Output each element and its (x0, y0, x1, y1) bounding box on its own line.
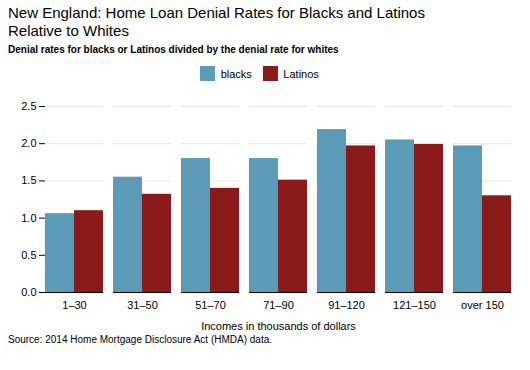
svg-text:1.5: 1.5 (21, 174, 36, 186)
svg-text:over 150: over 150 (461, 299, 504, 311)
html-text:Latinos: Latinos (283, 67, 319, 80)
html-text:Denial rates for blacks or Lat: Denial rates for blacks or Latinos divid… (8, 44, 339, 55)
html-text:New England: Home Loan Denial: New England: Home Loan Denial Rates for … (8, 4, 425, 21)
html-text:Relative to Whites: Relative to Whites (8, 22, 129, 39)
svg-text:91–120: 91–120 (328, 299, 365, 311)
svg-text:Incomes in thousands of dollar: Incomes in thousands of dollars (201, 319, 356, 331)
svg-text:0.0: 0.0 (21, 286, 36, 298)
svg-text:121–150: 121–150 (393, 299, 436, 311)
svg-text:51–70: 51–70 (195, 299, 226, 311)
svg-text:1–30: 1–30 (62, 299, 86, 311)
svg-text:31–50: 31–50 (127, 299, 158, 311)
html-text:blacks: blacks (220, 67, 252, 80)
html-text:Source: 2014 Home Mortgage Dis: Source: 2014 Home Mortgage Disclosure Ac… (8, 333, 272, 345)
svg-text:2.5: 2.5 (21, 100, 36, 112)
svg-text:2.0: 2.0 (21, 137, 36, 149)
svg-text:1.0: 1.0 (21, 211, 36, 223)
svg-text:0.5: 0.5 (21, 248, 36, 260)
svg-text:71–90: 71–90 (263, 299, 294, 311)
